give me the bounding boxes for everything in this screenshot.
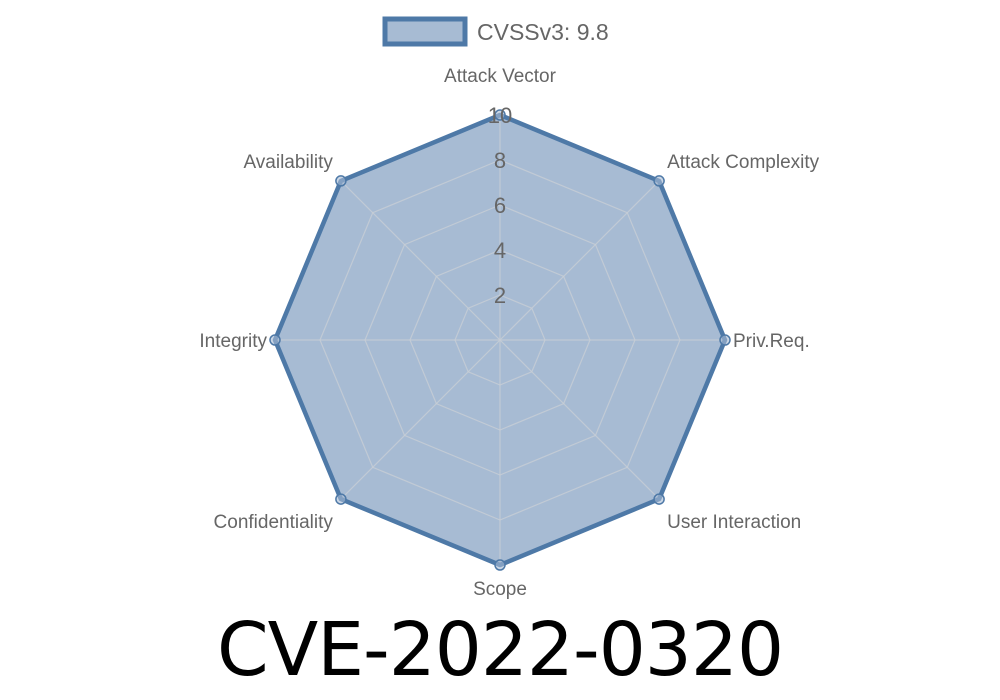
grid-spoke: [340, 339, 501, 500]
axis-label: Attack Complexity: [667, 152, 820, 173]
grid-spoke: [340, 180, 501, 341]
axis-label: User Interaction: [667, 512, 801, 533]
tick-label: 4: [494, 238, 506, 263]
axis-label: Attack Vector: [444, 66, 557, 87]
tick-label: 10: [488, 103, 512, 128]
tick-label: 6: [494, 193, 506, 218]
axis-label: Confidentiality: [214, 512, 334, 533]
page-title: CVE-2022-0320: [216, 607, 784, 693]
data-point: [719, 334, 731, 346]
legend-label: CVSSv3: 9.8: [477, 19, 609, 45]
grid-spoke: [499, 339, 660, 500]
tick-label: 2: [494, 283, 506, 308]
axis-label: Scope: [473, 579, 527, 600]
data-point: [335, 175, 347, 187]
data-point: [653, 493, 665, 505]
data-point: [494, 109, 506, 121]
data-point: [269, 334, 281, 346]
data-point: [653, 175, 665, 187]
axis-label: Integrity: [199, 331, 267, 352]
data-point: [494, 559, 506, 571]
tick-label: 8: [494, 148, 506, 173]
axis-label: Availability: [243, 152, 333, 173]
axis-label: Priv.Req.: [733, 331, 810, 352]
grid-spoke: [499, 180, 660, 341]
data-point: [335, 493, 347, 505]
legend-swatch: [382, 16, 468, 47]
